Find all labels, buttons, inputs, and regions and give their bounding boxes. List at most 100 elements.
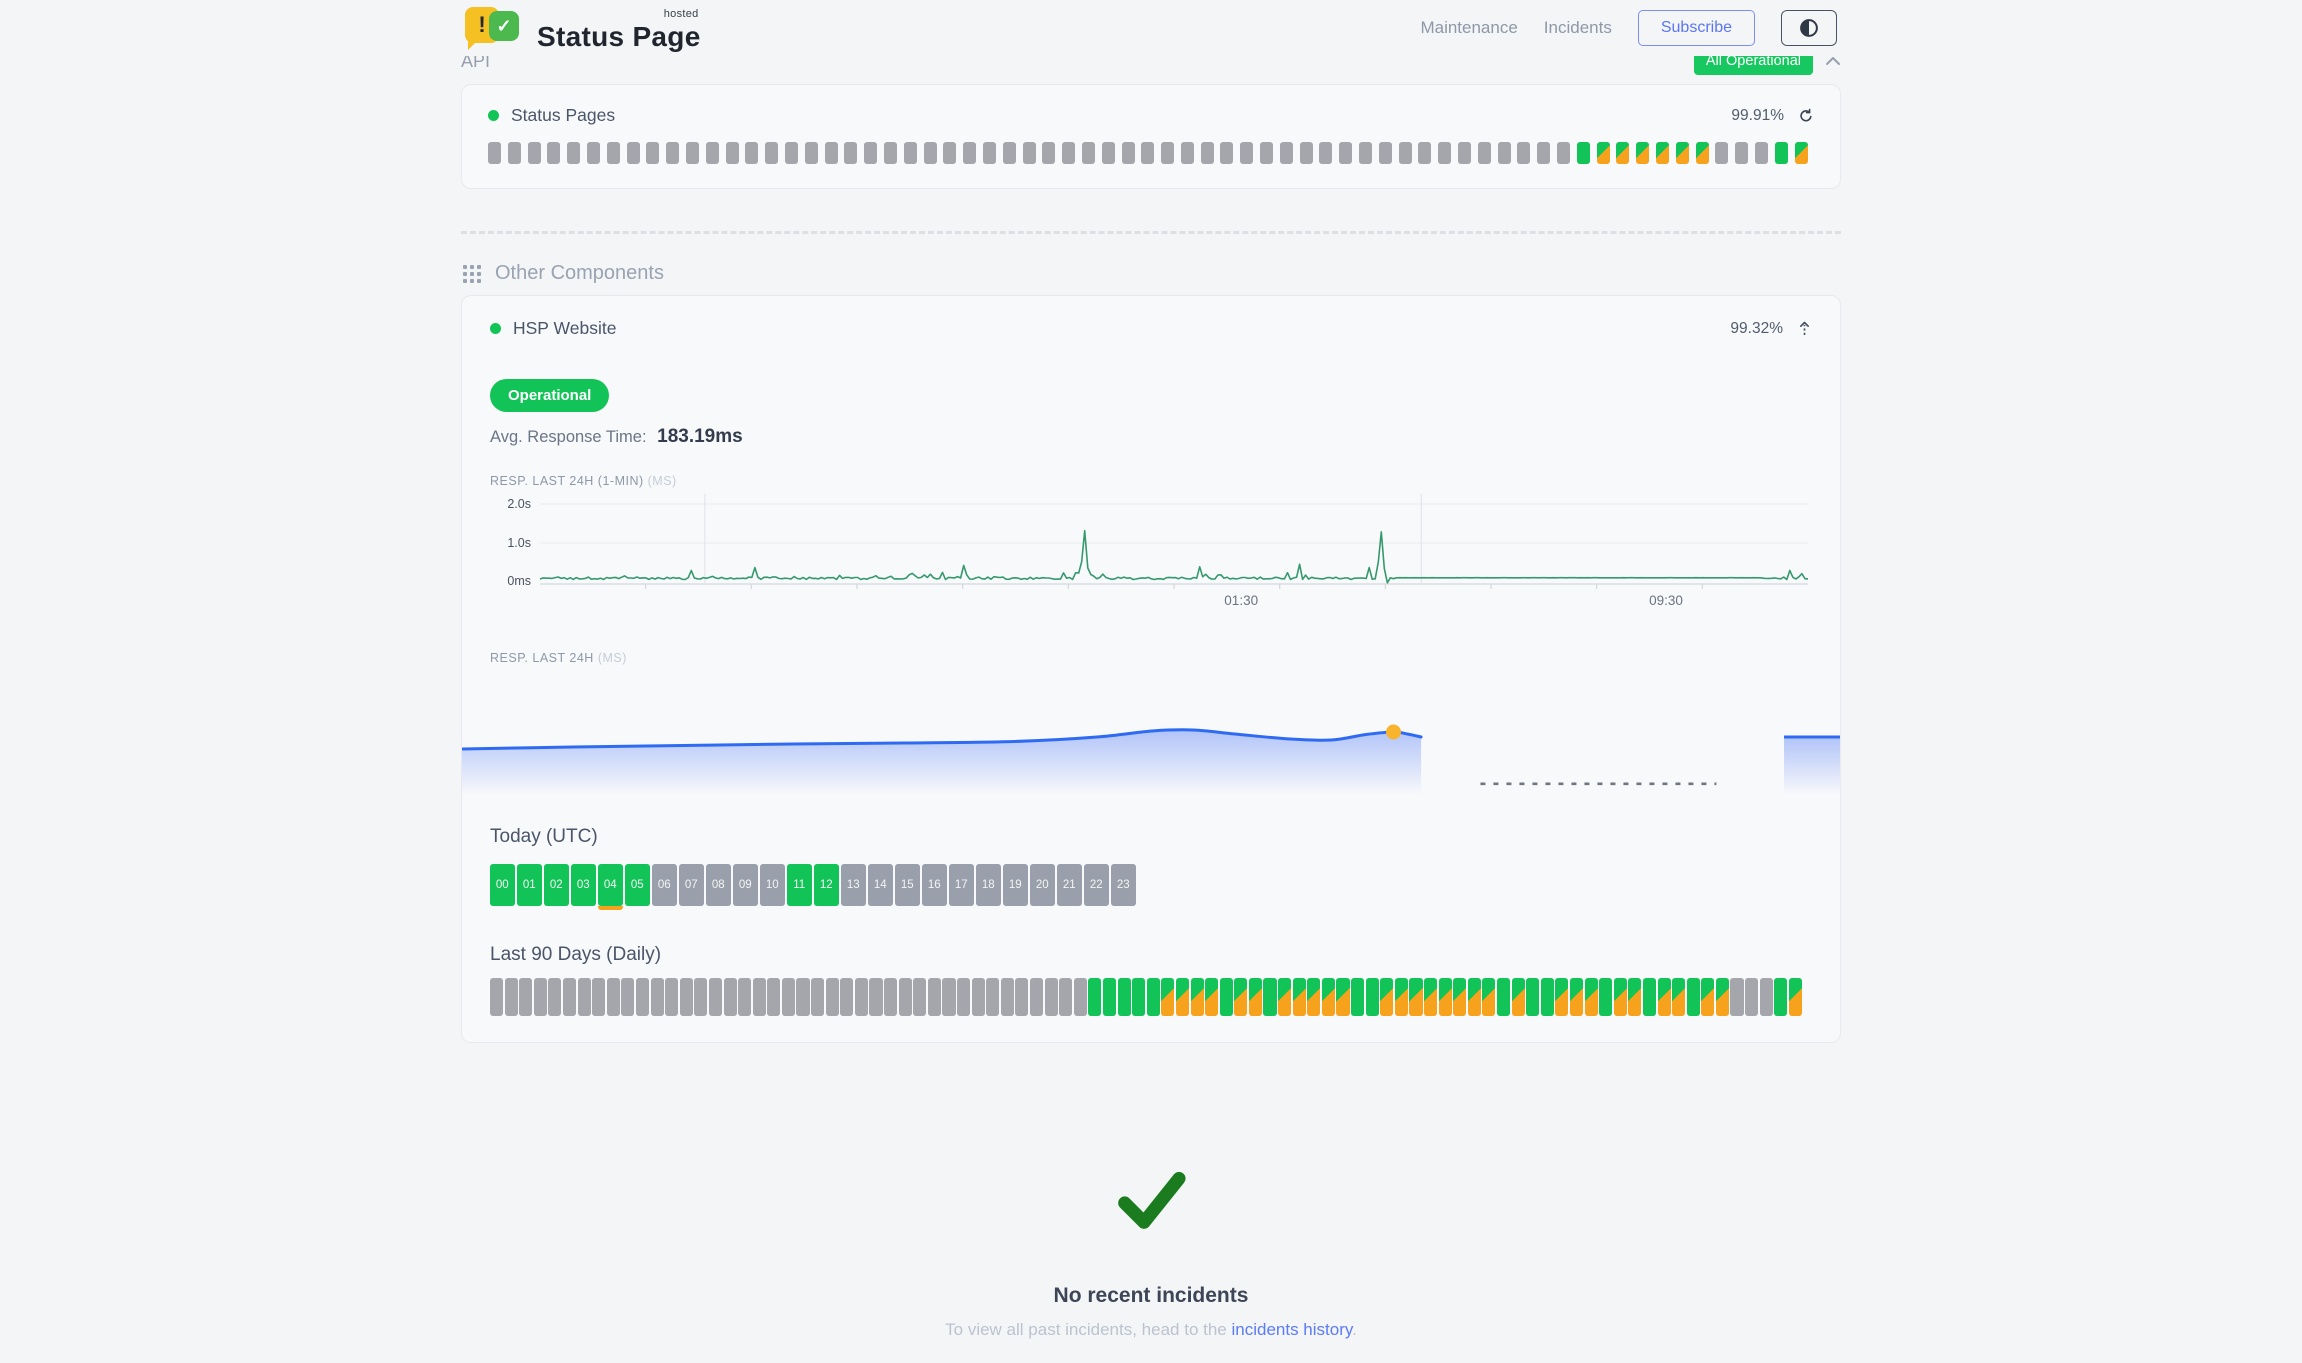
hour-box-00[interactable]: 00 <box>490 864 515 906</box>
uptime-bar[interactable] <box>1517 142 1531 164</box>
uptime-bar[interactable] <box>1477 142 1491 164</box>
day-uptime-bar[interactable] <box>1205 978 1219 1016</box>
day-uptime-bar[interactable] <box>548 978 562 1016</box>
uptime-bar[interactable] <box>1755 142 1768 164</box>
day-uptime-bar[interactable] <box>1132 978 1146 1016</box>
day-uptime-bar[interactable] <box>1102 978 1117 1016</box>
uptime-bar[interactable] <box>507 142 521 164</box>
arrow-up-icon[interactable] <box>1797 321 1812 337</box>
uptime-bar[interactable] <box>1398 142 1412 164</box>
day-uptime-bar[interactable] <box>1657 978 1671 1016</box>
uptime-bar[interactable] <box>1180 142 1194 164</box>
day-uptime-bar[interactable] <box>738 978 752 1016</box>
uptime-bar[interactable] <box>1537 142 1551 164</box>
day-uptime-bar[interactable] <box>1059 978 1073 1016</box>
day-uptime-bar[interactable] <box>1774 978 1788 1016</box>
hour-box-14[interactable]: 14 <box>868 864 893 906</box>
uptime-bar[interactable] <box>666 142 680 164</box>
uptime-bar[interactable] <box>1081 142 1095 164</box>
uptime-bar[interactable] <box>903 142 917 164</box>
day-uptime-bar[interactable] <box>1715 978 1729 1016</box>
uptime-bar[interactable] <box>626 142 640 164</box>
day-uptime-bar[interactable] <box>1029 978 1044 1016</box>
day-uptime-bar[interactable] <box>650 978 664 1016</box>
hour-box-01[interactable]: 01 <box>517 864 542 906</box>
day-uptime-bar[interactable] <box>665 978 679 1016</box>
uptime-bar[interactable] <box>1042 142 1056 164</box>
uptime-bar[interactable] <box>1497 142 1511 164</box>
day-uptime-bar[interactable] <box>723 978 737 1016</box>
hour-box-15[interactable]: 15 <box>895 864 920 906</box>
uptime-bar[interactable] <box>1557 142 1571 164</box>
day-uptime-bar[interactable] <box>1569 978 1584 1016</box>
hour-box-05[interactable]: 05 <box>625 864 650 906</box>
day-uptime-bar[interactable] <box>1292 978 1306 1016</box>
day-uptime-bar[interactable] <box>840 978 854 1016</box>
hour-box-09[interactable]: 09 <box>733 864 758 906</box>
day-uptime-bar[interactable] <box>927 978 941 1016</box>
uptime-bar[interactable] <box>1200 142 1214 164</box>
day-uptime-bar[interactable] <box>1438 978 1452 1016</box>
day-uptime-bar[interactable] <box>490 978 504 1016</box>
day-uptime-bar[interactable] <box>1351 978 1365 1016</box>
day-uptime-bar[interactable] <box>1000 978 1014 1016</box>
uptime-bar[interactable] <box>606 142 620 164</box>
day-uptime-bar[interactable] <box>1088 978 1102 1016</box>
day-uptime-bar[interactable] <box>592 978 606 1016</box>
day-uptime-bar[interactable] <box>533 978 547 1016</box>
hour-box-11[interactable]: 11 <box>787 864 812 906</box>
day-uptime-bar[interactable] <box>971 978 985 1016</box>
subscribe-button[interactable]: Subscribe <box>1637 10 1755 46</box>
uptime-bar[interactable] <box>586 142 600 164</box>
day-uptime-bar[interactable] <box>1453 978 1467 1016</box>
day-uptime-bar[interactable] <box>1526 978 1540 1016</box>
day-uptime-bar[interactable] <box>1409 978 1423 1016</box>
uptime-bar[interactable] <box>1141 142 1155 164</box>
day-uptime-bar[interactable] <box>1686 978 1700 1016</box>
day-uptime-bar[interactable] <box>1044 978 1058 1016</box>
uptime-bar[interactable] <box>1062 142 1076 164</box>
uptime-bar[interactable] <box>1319 142 1333 164</box>
uptime-bar[interactable] <box>745 142 759 164</box>
day-uptime-bar[interactable] <box>1394 978 1408 1016</box>
day-uptime-bar[interactable] <box>811 978 825 1016</box>
uptime-bar[interactable] <box>1359 142 1373 164</box>
day-uptime-bar[interactable] <box>752 978 766 1016</box>
day-uptime-bar[interactable] <box>1117 978 1131 1016</box>
uptime-bar[interactable] <box>1121 142 1135 164</box>
hour-box-03[interactable]: 03 <box>571 864 596 906</box>
uptime-bar[interactable] <box>1616 142 1630 164</box>
hour-box-18[interactable]: 18 <box>976 864 1001 906</box>
uptime-bar[interactable] <box>527 142 541 164</box>
day-uptime-bar[interactable] <box>825 978 839 1016</box>
day-uptime-bar[interactable] <box>1730 978 1744 1016</box>
hour-box-22[interactable]: 22 <box>1084 864 1109 906</box>
day-uptime-bar[interactable] <box>1073 978 1087 1016</box>
hour-box-19[interactable]: 19 <box>1003 864 1028 906</box>
day-uptime-bar[interactable] <box>694 978 708 1016</box>
day-uptime-bar[interactable] <box>781 978 795 1016</box>
uptime-bar[interactable] <box>1596 142 1610 164</box>
uptime-bar[interactable] <box>864 142 878 164</box>
day-uptime-bar[interactable] <box>606 978 620 1016</box>
day-uptime-bar[interactable] <box>1613 978 1627 1016</box>
hour-box-07[interactable]: 07 <box>679 864 704 906</box>
uptime-bar[interactable] <box>765 142 779 164</box>
hour-box-04[interactable]: 04 <box>598 864 623 910</box>
day-uptime-bar[interactable] <box>621 978 635 1016</box>
uptime-bar[interactable] <box>1576 142 1590 164</box>
day-uptime-bar[interactable] <box>1642 978 1656 1016</box>
uptime-bar[interactable] <box>1438 142 1452 164</box>
uptime-bar[interactable] <box>1339 142 1353 164</box>
day-uptime-bar[interactable] <box>1701 978 1715 1016</box>
day-uptime-bar[interactable] <box>679 978 693 1016</box>
day-uptime-bar[interactable] <box>1511 978 1525 1016</box>
day-uptime-bar[interactable] <box>1307 978 1321 1016</box>
day-uptime-bar[interactable] <box>1555 978 1569 1016</box>
hour-box-16[interactable]: 16 <box>922 864 947 906</box>
uptime-bar[interactable] <box>1220 142 1234 164</box>
day-uptime-bar[interactable] <box>1336 978 1350 1016</box>
uptime-bar[interactable] <box>784 142 798 164</box>
hour-box-06[interactable]: 06 <box>652 864 677 906</box>
day-uptime-bar[interactable] <box>1219 978 1233 1016</box>
